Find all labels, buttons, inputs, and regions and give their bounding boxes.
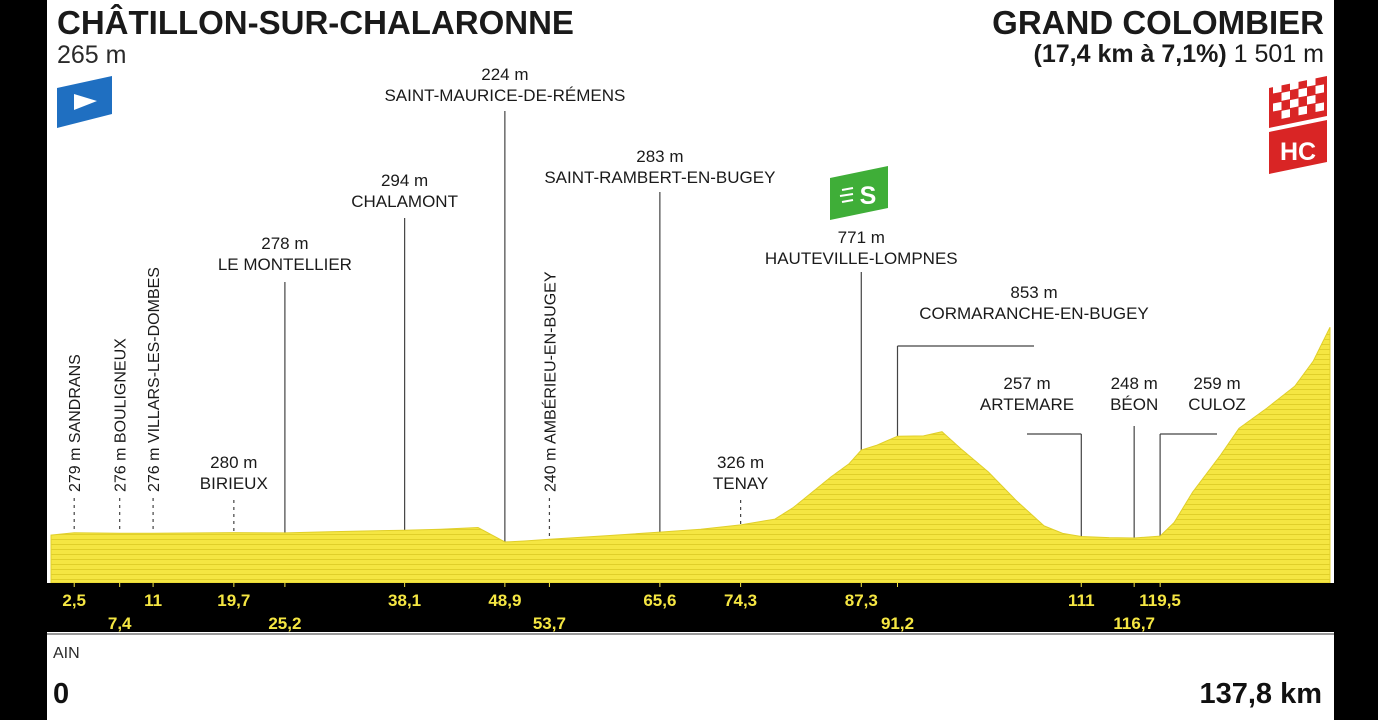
marker-leader: [1027, 433, 1082, 537]
location-name: LE MONTELLIER: [218, 255, 352, 274]
marker-leader: [896, 345, 1034, 437]
location-altitude: 224 m: [481, 65, 528, 84]
finish-altitude: 1 501 m: [1233, 40, 1324, 68]
km-label: 87,3: [845, 591, 878, 610]
km-label: 74,3: [724, 591, 757, 610]
location-marker: 278 m LE MONTELLIER: [218, 234, 352, 583]
location-name: BÉON: [1110, 395, 1158, 414]
location-name: SAINT-MAURICE-DE-RÉMENS: [384, 86, 625, 105]
location-name: SAINT-RAMBERT-EN-BUGEY: [544, 168, 775, 187]
hc-category-icon: HC: [1269, 120, 1327, 174]
km-label: 25,2: [268, 614, 301, 633]
distance-band: [47, 583, 1334, 632]
location-altitude: 259 m: [1193, 374, 1240, 393]
location-altitude: 853 m: [1010, 283, 1057, 302]
km-label: 53,7: [533, 614, 566, 633]
finish-climb-info: (17,4 km à 7,1%) 1 501 m: [1034, 40, 1324, 69]
location-altitude: 294 m: [381, 171, 428, 190]
sprint-badge-label: S: [860, 182, 877, 210]
location-altitude: 771 m: [838, 228, 885, 247]
location-marker: 276 m VILLARS-LES-DOMBES: [146, 267, 163, 534]
category-badge-label: HC: [1280, 138, 1316, 166]
location-marker: 224 m SAINT-MAURICE-DE-RÉMENS: [384, 65, 625, 583]
location-altitude: 280 m: [210, 453, 257, 472]
location-marker: 853 m CORMARANCHE-EN-BUGEY: [896, 283, 1149, 437]
location-name: CULOZ: [1188, 395, 1246, 414]
location-altitude: 278 m: [261, 234, 308, 253]
location-name: ARTEMARE: [980, 395, 1074, 414]
start-altitude: 265 m: [57, 41, 127, 69]
location-altitude: 257 m: [1003, 374, 1050, 393]
location-altitude: 326 m: [717, 453, 764, 472]
start-flag-icon: [57, 76, 112, 128]
location-name: CHALAMONT: [351, 192, 458, 211]
marker-leader: [1159, 433, 1217, 537]
sprint-icon: S: [830, 166, 888, 220]
vertical-location-label: 240 m AMBÉRIEU-EN-BUGEY: [540, 271, 559, 492]
location-altitude: 248 m: [1111, 374, 1158, 393]
km-label: 65,6: [643, 591, 676, 610]
elevation-profile-chart: 279 m SANDRANS 276 m BOULIGNEUX 276 m VILL…: [47, 65, 1334, 635]
vertical-location-label: 276 m BOULIGNEUX: [113, 338, 130, 492]
location-marker: 283 m SAINT-RAMBERT-EN-BUGEY: [544, 147, 775, 583]
profile-area: [50, 326, 1331, 584]
region-label: AIN: [53, 645, 80, 662]
km-label: 38,1: [388, 591, 421, 610]
km-label: 116,7: [1113, 614, 1155, 633]
km-label: 19,7: [217, 591, 250, 610]
km-label: 111: [1068, 591, 1095, 610]
location-marker: 326 m TENAY: [713, 453, 768, 583]
location-marker: 240 m AMBÉRIEU-EN-BUGEY: [540, 271, 559, 540]
distance-start-label: 0: [53, 678, 70, 710]
finish-climb-stats: (17,4 km à 7,1%): [1033, 40, 1227, 68]
finish-checkered-icon: [1269, 76, 1327, 128]
location-name: BIRIEUX: [200, 474, 268, 493]
stage-profile-card: 279 m SANDRANS 276 m BOULIGNEUX 276 m VILL…: [47, 0, 1334, 720]
location-marker: 259 m CULOZ: [1159, 374, 1246, 583]
vertical-location-label: 276 m VILLARS-LES-DOMBES: [146, 267, 163, 492]
vertical-location-label: 279 m SANDRANS: [67, 354, 84, 492]
location-marker: 248 m BÉON: [1110, 374, 1158, 583]
km-label: 7,4: [108, 614, 132, 633]
distance-total-label: 137,8 km: [1199, 678, 1322, 710]
km-label: 11: [144, 591, 162, 610]
km-label: 48,9: [488, 591, 521, 610]
km-label: 119,5: [1139, 591, 1181, 610]
location-marker: 279 m SANDRANS: [67, 354, 84, 533]
km-label: 2,5: [62, 591, 86, 610]
location-name: HAUTEVILLE-LOMPNES: [765, 249, 958, 268]
location-name: CORMARANCHE-EN-BUGEY: [919, 304, 1149, 323]
location-marker: 276 m BOULIGNEUX: [113, 338, 130, 534]
km-label: 91,2: [881, 614, 914, 633]
location-name: TENAY: [713, 474, 768, 493]
location-marker: 294 m CHALAMONT: [351, 171, 458, 583]
location-altitude: 283 m: [636, 147, 683, 166]
finish-town-name: GRAND COLOMBIER: [992, 4, 1324, 41]
start-town-name: CHÂTILLON-SUR-CHALARONNE: [57, 4, 574, 41]
